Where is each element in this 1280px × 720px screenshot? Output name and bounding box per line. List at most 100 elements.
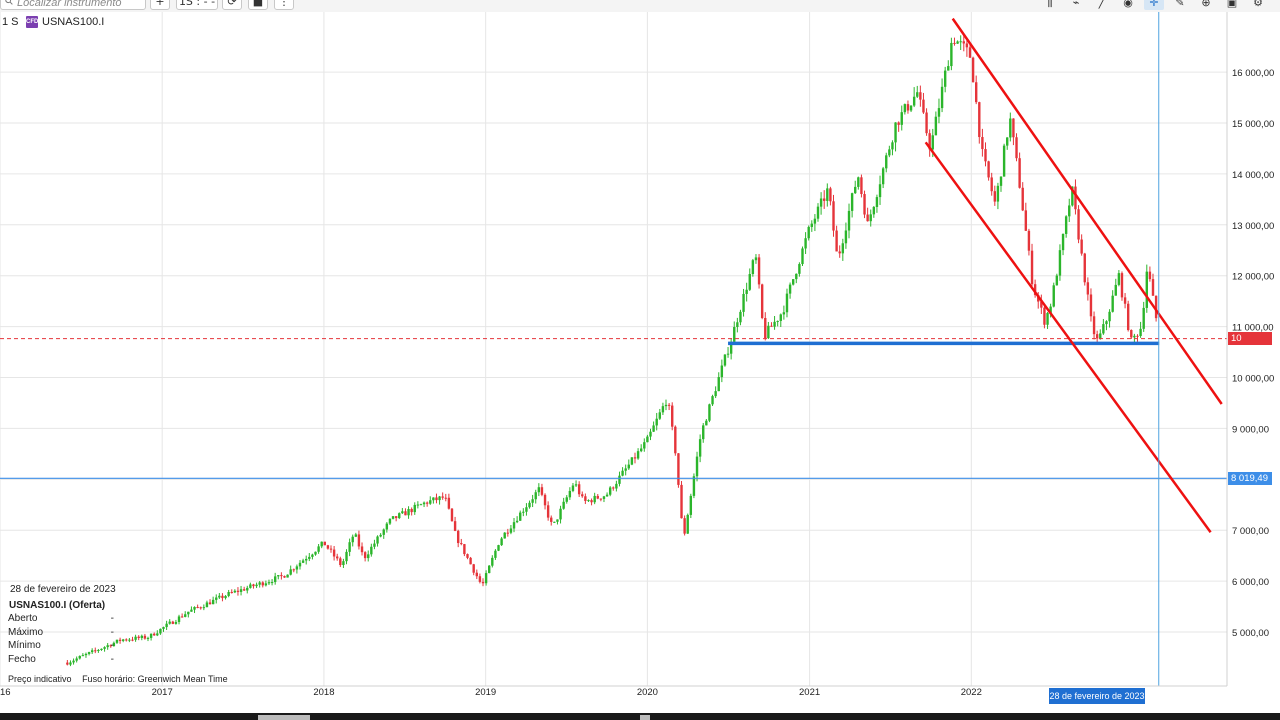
candle-body: [500, 538, 503, 546]
bar-chart-icon[interactable]: ⫼: [1047, 0, 1053, 9]
timezone: Fuso horário: Greenwich Mean Time: [82, 674, 228, 684]
candle-body: [224, 595, 227, 599]
candle-body: [1018, 158, 1021, 188]
edit-icon[interactable]: ✎: [1175, 0, 1185, 9]
candle-body: [531, 499, 534, 503]
candle-body: [512, 522, 516, 529]
candle-body: [447, 497, 451, 509]
candle-body: [75, 658, 78, 661]
candle-body: [391, 516, 395, 519]
candle-body: [562, 501, 565, 509]
y-tick-label: 16 000,00: [1232, 68, 1274, 79]
candle-body: [187, 611, 190, 615]
candle-body: [680, 484, 683, 519]
candle-body: [438, 496, 441, 501]
bottom-tab[interactable]: [258, 715, 310, 720]
eye-icon[interactable]: ◉: [1123, 0, 1133, 9]
camera-icon[interactable]: ▣: [1226, 0, 1238, 9]
candle-body: [633, 457, 637, 459]
candle-body: [888, 149, 891, 156]
candle-body: [134, 636, 137, 640]
candle-body: [894, 122, 897, 143]
layout-icon[interactable]: ■: [248, 0, 268, 10]
candle-body: [776, 320, 779, 322]
candle-body: [128, 639, 131, 641]
interval-button[interactable]: 1S : - -: [176, 0, 218, 10]
candle-body: [717, 377, 720, 392]
info-value: -: [110, 626, 114, 638]
draw-line-icon[interactable]: ╱: [1098, 0, 1106, 9]
last-price-tag: 10 765,01: [1228, 332, 1272, 357]
candle-body: [1136, 335, 1139, 337]
candle-body: [357, 534, 361, 547]
search-input[interactable]: Localizar instrumento: [0, 0, 146, 10]
period-label[interactable]: 1 S: [2, 16, 19, 28]
candle-body: [928, 133, 931, 150]
candle-body: [481, 581, 485, 584]
zoom-icon[interactable]: ⊕: [1201, 0, 1211, 9]
candle-body: [503, 532, 506, 539]
candle-body: [289, 569, 292, 575]
candle-body: [131, 639, 134, 641]
candle-body: [419, 504, 423, 506]
candle-body: [683, 518, 686, 534]
candle-body: [339, 558, 342, 566]
x-tick-label: 2020: [637, 687, 658, 698]
candle-body: [937, 108, 941, 117]
candle-body: [689, 495, 693, 515]
y-tick-label: 15 000,00: [1232, 119, 1274, 130]
candle-body: [965, 43, 969, 48]
candle-body: [1046, 312, 1049, 325]
y-tick-label: 5 000,00: [1232, 628, 1269, 639]
refresh-icon[interactable]: ⟳: [222, 0, 242, 10]
candle-body: [900, 112, 903, 125]
candle-body: [643, 442, 646, 449]
chart-annotations: [0, 12, 1227, 686]
horizontal-line-price-tag[interactable]: 8 019,49: [1228, 471, 1272, 485]
candle-body: [764, 317, 767, 339]
candle-body: [791, 279, 795, 285]
y-tick-label: 9 000,00: [1232, 424, 1269, 435]
candle-body: [1068, 205, 1071, 217]
crosshair-icon[interactable]: ✛: [1144, 0, 1164, 10]
bottom-tab[interactable]: [640, 715, 650, 720]
candle-body: [1064, 216, 1068, 234]
candle-body: [236, 590, 240, 592]
y-tick-label: 12 000,00: [1232, 272, 1274, 283]
candle-body: [850, 193, 854, 211]
candle-body: [810, 223, 813, 227]
candle-body: [125, 639, 128, 641]
chart-grid: [0, 12, 1227, 686]
candle-body: [974, 82, 978, 103]
candle-body: [379, 534, 382, 537]
candle-body: [252, 584, 255, 587]
candle-body: [742, 293, 745, 312]
price-type: Preço indicativo: [8, 674, 72, 684]
add-button[interactable]: +: [150, 0, 170, 10]
candle-body: [1080, 239, 1083, 254]
candle-body: [959, 41, 962, 43]
x-tick-label: 2017: [152, 687, 173, 698]
candle-body: [494, 550, 497, 558]
candle-body: [258, 582, 261, 585]
candle-body: [1130, 330, 1133, 338]
instrument-name[interactable]: USNAS100.I: [42, 16, 105, 28]
candle-body: [168, 621, 171, 624]
indicator-icon[interactable]: ⌁: [1072, 0, 1080, 9]
info-value: -: [110, 640, 114, 651]
candle-body: [149, 633, 153, 638]
candle-body: [708, 404, 711, 421]
candle-body: [906, 104, 910, 111]
candle-body: [813, 218, 817, 224]
candle-body: [184, 614, 187, 617]
candle-body: [1077, 209, 1080, 240]
more-vertical-icon[interactable]: ⋮: [274, 0, 294, 10]
candle-body: [497, 545, 500, 551]
gear-icon[interactable]: ⚙: [1253, 0, 1263, 9]
candle-body: [733, 327, 736, 342]
candle-body: [1049, 306, 1052, 313]
candle-body: [804, 238, 807, 249]
candle-body: [525, 507, 528, 512]
candle-body: [196, 606, 199, 608]
